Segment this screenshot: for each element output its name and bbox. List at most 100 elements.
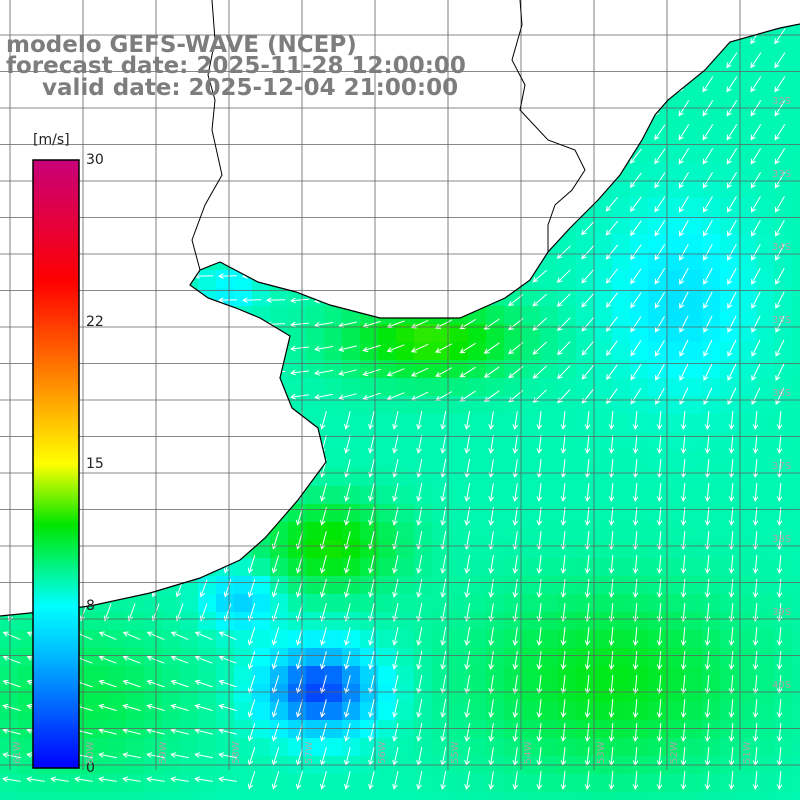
wind-arrow xyxy=(703,267,713,285)
wind-cell xyxy=(648,234,667,253)
wind-cell xyxy=(792,612,800,631)
wind-arrow xyxy=(271,603,280,622)
wind-arrow xyxy=(483,174,500,186)
wind-arrow xyxy=(776,434,783,455)
wind-cell xyxy=(576,396,595,415)
wind-cell xyxy=(756,720,775,739)
longitude-label: 55W xyxy=(450,741,461,764)
wind-cell xyxy=(720,414,739,433)
wind-cell xyxy=(90,558,109,577)
wind-arrow xyxy=(362,225,381,232)
wind-cell xyxy=(612,450,631,469)
wind-cell xyxy=(216,108,235,127)
wind-cell xyxy=(162,594,181,613)
wind-arrow xyxy=(247,675,256,694)
wind-cell xyxy=(522,162,541,181)
lat-lon-grid xyxy=(0,0,800,770)
wind-cell xyxy=(0,306,19,325)
wind-arrow xyxy=(488,411,494,430)
wind-cell xyxy=(288,450,307,469)
wind-arrow xyxy=(368,459,375,478)
wind-cell xyxy=(450,648,469,667)
wind-arrow xyxy=(728,482,735,503)
wind-cell xyxy=(324,324,343,343)
wind-cell xyxy=(576,522,595,541)
wind-cell xyxy=(270,234,289,253)
wind-cell xyxy=(144,468,163,487)
wind-cell xyxy=(270,738,289,757)
wind-cell xyxy=(234,108,253,127)
wind-cell xyxy=(414,144,433,163)
wind-cell xyxy=(684,558,703,577)
wind-arrow xyxy=(362,368,381,377)
wind-cell xyxy=(684,486,703,505)
longitude-label: 57W xyxy=(304,741,315,764)
wind-cell xyxy=(648,54,667,73)
wind-cell xyxy=(252,270,271,289)
wind-arrow xyxy=(556,6,572,19)
wind-cell xyxy=(684,270,703,289)
wind-cell xyxy=(522,522,541,541)
wind-arrow xyxy=(170,655,189,664)
wind-cell xyxy=(252,468,271,487)
wind-arrow xyxy=(1,177,22,183)
wind-arrow xyxy=(193,201,213,207)
wind-cell xyxy=(630,630,649,649)
wind-cell xyxy=(108,630,127,649)
wind-cell xyxy=(306,648,325,667)
wind-arrow xyxy=(289,297,310,304)
wind-cell xyxy=(504,576,523,595)
wind-arrow xyxy=(728,770,735,791)
wind-cell xyxy=(522,360,541,379)
wind-cell xyxy=(468,342,487,361)
wind-arrow xyxy=(169,225,190,231)
wind-cell xyxy=(288,306,307,325)
wind-cell xyxy=(180,270,199,289)
wind-arrow xyxy=(704,434,711,455)
wind-cell xyxy=(504,720,523,739)
wind-cell xyxy=(198,414,217,433)
wind-cell xyxy=(0,594,19,613)
wind-cell xyxy=(738,450,757,469)
wind-cell xyxy=(270,720,289,739)
wind-cell xyxy=(774,126,793,145)
wind-arrow xyxy=(483,390,500,402)
wind-arrow xyxy=(362,344,381,353)
wind-cell xyxy=(720,720,739,739)
wind-arrow xyxy=(608,434,615,455)
wind-cell xyxy=(774,90,793,109)
wind-arrow xyxy=(386,344,405,353)
wind-arrow xyxy=(750,124,762,141)
wind-cell xyxy=(540,72,559,91)
wind-arrow xyxy=(752,458,759,479)
wind-cell xyxy=(414,198,433,217)
wind-cell xyxy=(522,666,541,685)
wind-cell xyxy=(342,216,361,235)
longitude-label: 58W xyxy=(231,741,242,764)
wind-cell xyxy=(108,342,127,361)
wind-cell xyxy=(216,720,235,739)
wind-cell xyxy=(216,522,235,541)
wind-arrow xyxy=(223,435,232,454)
wind-arrow xyxy=(103,555,112,574)
wind-cell xyxy=(450,684,469,703)
wind-arrow xyxy=(581,292,595,308)
wind-arrow xyxy=(727,219,737,237)
wind-cell xyxy=(378,198,397,217)
wind-cell xyxy=(684,378,703,397)
wind-cell xyxy=(558,522,577,541)
wind-arrow xyxy=(313,129,334,136)
wind-cell xyxy=(756,342,775,361)
wind-arrow xyxy=(410,343,429,353)
wind-cell xyxy=(594,558,613,577)
wind-arrow xyxy=(605,53,619,68)
wind-cell xyxy=(126,504,145,523)
wind-cell xyxy=(144,234,163,253)
wind-cell xyxy=(522,684,541,703)
wind-cell xyxy=(432,540,451,559)
wind-cell xyxy=(198,576,217,595)
wind-cell xyxy=(18,90,37,109)
wind-cell xyxy=(630,558,649,577)
wind-cell xyxy=(666,486,685,505)
